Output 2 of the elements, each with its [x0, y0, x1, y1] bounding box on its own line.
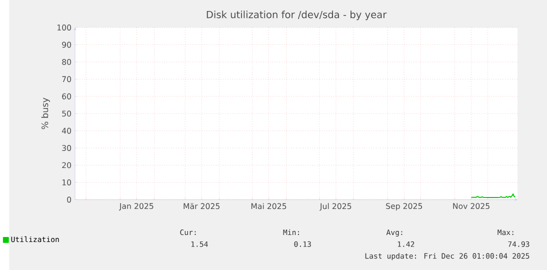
chart-title: Disk utilization for /dev/sda - by year: [206, 10, 387, 20]
y-axis-title: % busy: [41, 98, 50, 129]
